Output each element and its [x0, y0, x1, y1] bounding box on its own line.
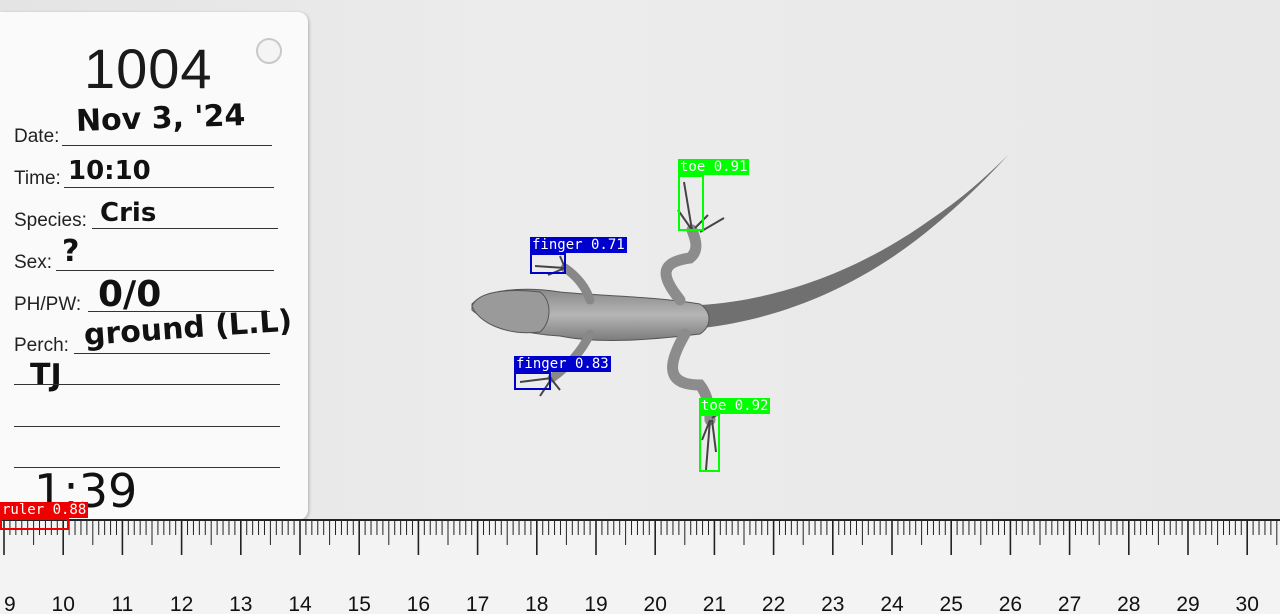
- ruler-number: 30: [1236, 593, 1259, 614]
- ruler-number: 28: [1117, 593, 1140, 614]
- ruler-scale: 9 10 11 12 13 14 15 16 17 18 19 20 21 22 23 24 25 26 27 28 2…: [3, 521, 1278, 614]
- lizard-tail: [700, 155, 1008, 328]
- ruler-number: 16: [407, 593, 430, 614]
- ruler-number: 9: [4, 593, 16, 614]
- blank-line: [14, 426, 280, 427]
- field-label-time: Time:: [14, 168, 61, 189]
- front-leg-upper: [560, 263, 595, 305]
- field-value-sex: ?: [62, 234, 80, 269]
- ruler-number: 25: [940, 593, 963, 614]
- hind-leg-upper: [660, 224, 702, 306]
- ruler-number: 27: [1058, 593, 1081, 614]
- field-label-phpw: PH/PW:: [14, 294, 82, 315]
- finger-detection-box: [514, 372, 551, 390]
- ruler-number: 23: [821, 593, 844, 614]
- toe-detection-label: toe 0.91: [678, 159, 750, 175]
- ruler-number: 14: [288, 593, 312, 614]
- toe-detection-box: [699, 414, 720, 472]
- toes: [519, 181, 725, 471]
- ruler-number: 15: [348, 593, 371, 614]
- field-value-time: 10:10: [68, 156, 151, 186]
- field-value-species: Cris: [100, 198, 157, 228]
- ruler-number: 29: [1176, 593, 1199, 614]
- finger-detection-box: [530, 253, 566, 274]
- field-line: [74, 353, 270, 354]
- finger-detection-label: finger 0.71: [530, 237, 627, 253]
- field-label-species: Species:: [14, 210, 87, 231]
- ruler-number: 22: [762, 593, 785, 614]
- measurement-ruler: 9 10 11 12 13 14 15 16 17 18 19 20 21 22 23 24 25 26 27 28 2…: [0, 519, 1280, 614]
- ruler-number: 10: [52, 593, 75, 614]
- blank-line: [14, 384, 280, 385]
- field-line: [62, 145, 272, 146]
- field-line: [56, 270, 274, 271]
- card-number: 1004: [84, 37, 213, 100]
- ruler-detection-label: ruler 0.88: [0, 502, 89, 518]
- toe-detection-label: toe 0.92: [699, 398, 771, 414]
- ruler-number: 26: [999, 593, 1022, 614]
- field-label-date: Date:: [14, 126, 60, 147]
- ruler-number: 21: [703, 593, 726, 614]
- ruler-detection-box: [0, 518, 69, 530]
- ruler-number: 24: [880, 593, 904, 614]
- ruler-number: 18: [525, 593, 548, 614]
- ruler-number: 11: [111, 593, 133, 614]
- ruler-number: 13: [229, 593, 252, 614]
- ruler-number: 17: [466, 593, 489, 614]
- ruler-number: 19: [584, 593, 607, 614]
- card-punch-hole: [256, 38, 282, 64]
- ruler-number: 12: [170, 593, 193, 614]
- blank-line: [14, 467, 280, 468]
- field-label-sex: Sex:: [14, 252, 53, 273]
- lizard-head: [471, 290, 550, 334]
- finger-detection-label: finger 0.83: [514, 356, 611, 372]
- field-label-perch: Perch:: [14, 335, 69, 356]
- toe-detection-box: [678, 175, 704, 231]
- field-line: [64, 187, 274, 188]
- field-value-phpw: 0/0: [98, 274, 162, 315]
- extra-note: TJ: [30, 358, 62, 393]
- field-line: [88, 311, 270, 312]
- field-line: [92, 228, 278, 229]
- ruler-number: 20: [644, 593, 667, 614]
